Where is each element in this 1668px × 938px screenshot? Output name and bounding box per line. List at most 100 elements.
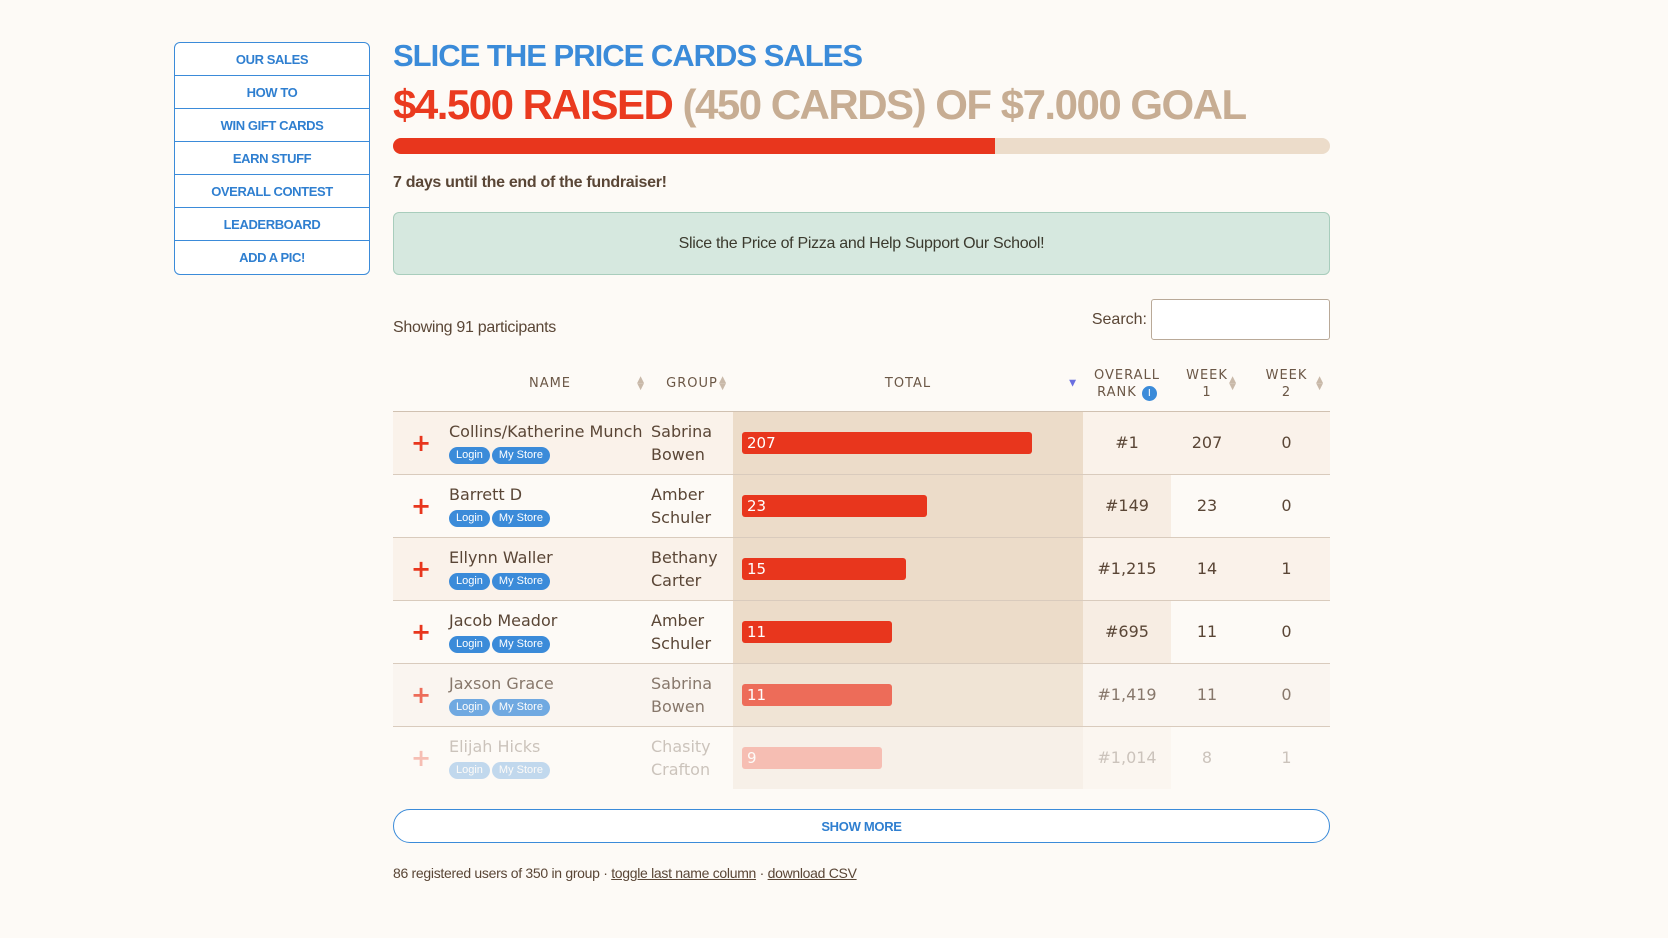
total-cell: 11 [733,663,1083,726]
week-2-count: 1 [1281,748,1292,768]
nav-leaderboard[interactable]: LEADERBOARD [175,208,369,241]
total-cell: 9 [733,726,1083,789]
show-more-button[interactable]: SHOW MORE [393,809,1330,843]
column-header-week-2[interactable]: WEEK 2 ▲ ▼ [1265,367,1324,400]
table-row: + Ellynn Waller Login My Store Bethany Carter… [393,537,1330,600]
page-title: SLICE THE PRICE CARDS SALES [393,38,863,73]
my-store-button[interactable]: My Store [491,636,550,653]
total-bar: 11 [742,620,892,643]
expand-row-icon[interactable]: + [393,663,449,726]
table-row: + Jaxson Grace Login My Store Sabrina Bowen 11… [393,663,1330,726]
login-button[interactable]: Login [449,699,490,716]
column-header-overall-rank[interactable]: OVERALL RANK i [1094,367,1160,401]
column-header-name[interactable]: NAME ▲ ▼ [528,374,645,392]
my-store-button[interactable]: My Store [491,699,550,716]
expand-row-icon[interactable]: + [393,537,449,600]
login-button[interactable]: Login [449,447,490,464]
leaderboard-rows: + Collins/Katherine Munch Login My Store Sab… [393,411,1330,789]
total-bar: 207 [742,431,1032,454]
group-last-name: Bowen [651,696,705,716]
goal-progress-bar [393,138,1330,154]
footer-text: 86 registered users of 350 in group · to… [393,865,857,881]
week-1-count: 207 [1171,411,1243,474]
group-first-name: Amber [651,484,705,504]
group-cell: Amber Schuler [651,474,733,537]
group-cell: Sabrina Bowen [651,663,733,726]
group-cell: Amber Schuler [651,600,733,663]
login-button[interactable]: Login [449,573,490,590]
my-store-button[interactable]: My Store [491,447,550,464]
nav-add-a-pic[interactable]: ADD A PIC! [239,250,305,265]
nav-win-gift-cards[interactable]: WIN GIFT CARDS [175,109,369,142]
group-cell: Sabrina Bowen [651,411,733,474]
week-2-count: 0 [1281,622,1292,641]
total-bar: 9 [742,746,882,769]
group-last-name: Bowen [651,444,705,464]
search-input[interactable] [1151,299,1330,340]
sort-icon: ▲ ▼ [719,374,727,392]
participant-cell: Barrett D Login My Store [449,474,651,537]
expand-row-icon[interactable]: + [410,743,432,772]
login-button[interactable]: Login [449,762,490,780]
download-csv-link[interactable]: download CSV [767,865,857,881]
week-1-count: 23 [1196,496,1218,515]
login-button[interactable]: Login [449,636,490,653]
week-2-count: 1 [1243,537,1330,600]
total-bar: 23 [742,494,927,517]
group-first-name: Bethany [651,547,718,567]
group-last-name: Schuler [651,507,712,527]
participant-name: Jacob Meador [449,611,558,630]
participant-cell: Ellynn Waller Login My Store [449,537,651,600]
column-header-group[interactable]: GROUP ▲ ▼ [666,374,727,392]
my-store-button[interactable]: My Store [491,573,550,590]
login-button[interactable]: Login [449,510,490,527]
table-header-row: NAME ▲ ▼ GROUP ▲ ▼ TOTAL ▼ OVERALL RANK i WEEK… [393,357,1330,411]
group-first-name: Chasity [651,736,711,756]
sort-icon: ▲ ▼ [1316,374,1324,392]
column-header-week-1[interactable]: WEEK 1 ▲ ▼ [1186,367,1237,400]
week-1-count: 8 [1201,748,1213,768]
overall-rank: #1,215 [1083,537,1171,600]
participant-name: Ellynn Waller [449,548,553,567]
participant-cell: Jaxson Grace Login My Store [449,663,651,726]
expand-row-icon[interactable]: + [393,411,449,474]
expand-row-icon[interactable]: + [410,491,432,520]
nav-earn-stuff[interactable]: EARN STUFF [175,142,369,175]
table-row: + Collins/Katherine Munch Login My Store Sab… [393,411,1330,474]
participant-cell: Jacob Meador Login My Store [449,600,651,663]
total-cell: 207 [733,411,1083,474]
sort-icon: ▲ ▼ [1229,374,1237,392]
nav-how-to[interactable]: HOW TO [175,76,369,109]
sidebar-nav: OUR SALES HOW TO WIN GIFT CARDS EARN STU… [174,42,370,275]
week-2-count: 0 [1281,496,1292,515]
nav-overall-contest[interactable]: OVERALL CONTEST [175,175,369,208]
group-first-name: Sabrina [651,673,713,693]
countdown-text: 7 days until the end of the fundraiser! [393,174,667,191]
my-store-button[interactable]: My Store [491,510,550,527]
overall-rank: #1,014 [1083,726,1171,789]
total-bar: 11 [742,683,892,706]
raised-goal: (450 CARDS) OF $7.000 GOAL [672,81,1247,128]
table-row: + Barrett D Login My Store Amber Schuler 23 #14… [393,474,1330,537]
toggle-last-name-link[interactable]: toggle last name column [611,865,757,881]
group-last-name: Carter [651,570,702,590]
raised-amount: $4.500 RAISED [393,81,674,128]
column-header-total[interactable]: TOTAL ▼ [884,376,1077,392]
raised-summary: $4.500 RAISED (450 CARDS) OF $7.000 GOAL [393,80,1330,130]
expand-row-icon[interactable]: + [410,617,432,646]
my-store-button[interactable]: My Store [491,762,550,780]
overall-rank: #695 [1083,600,1171,663]
week-2-count: 0 [1243,411,1330,474]
nav-our-sales[interactable]: OUR SALES [175,43,369,76]
group-last-name: Schuler [651,633,712,653]
sort-icon: ▲ ▼ [637,374,645,392]
participant-count: Showing 91 participants [393,319,556,336]
overall-rank: #1,419 [1083,663,1171,726]
info-icon[interactable]: i [1141,385,1157,401]
group-first-name: Sabrina [651,421,713,441]
participant-name: Collins/Katherine Munch [449,422,643,441]
sort-desc-icon: ▼ [1069,378,1077,389]
participant-cell: Elijah Hicks Login My Store [449,726,651,789]
total-cell: 23 [733,474,1083,537]
main-content: SLICE THE PRICE CARDS SALES $4.500 RAISE… [393,36,1330,881]
